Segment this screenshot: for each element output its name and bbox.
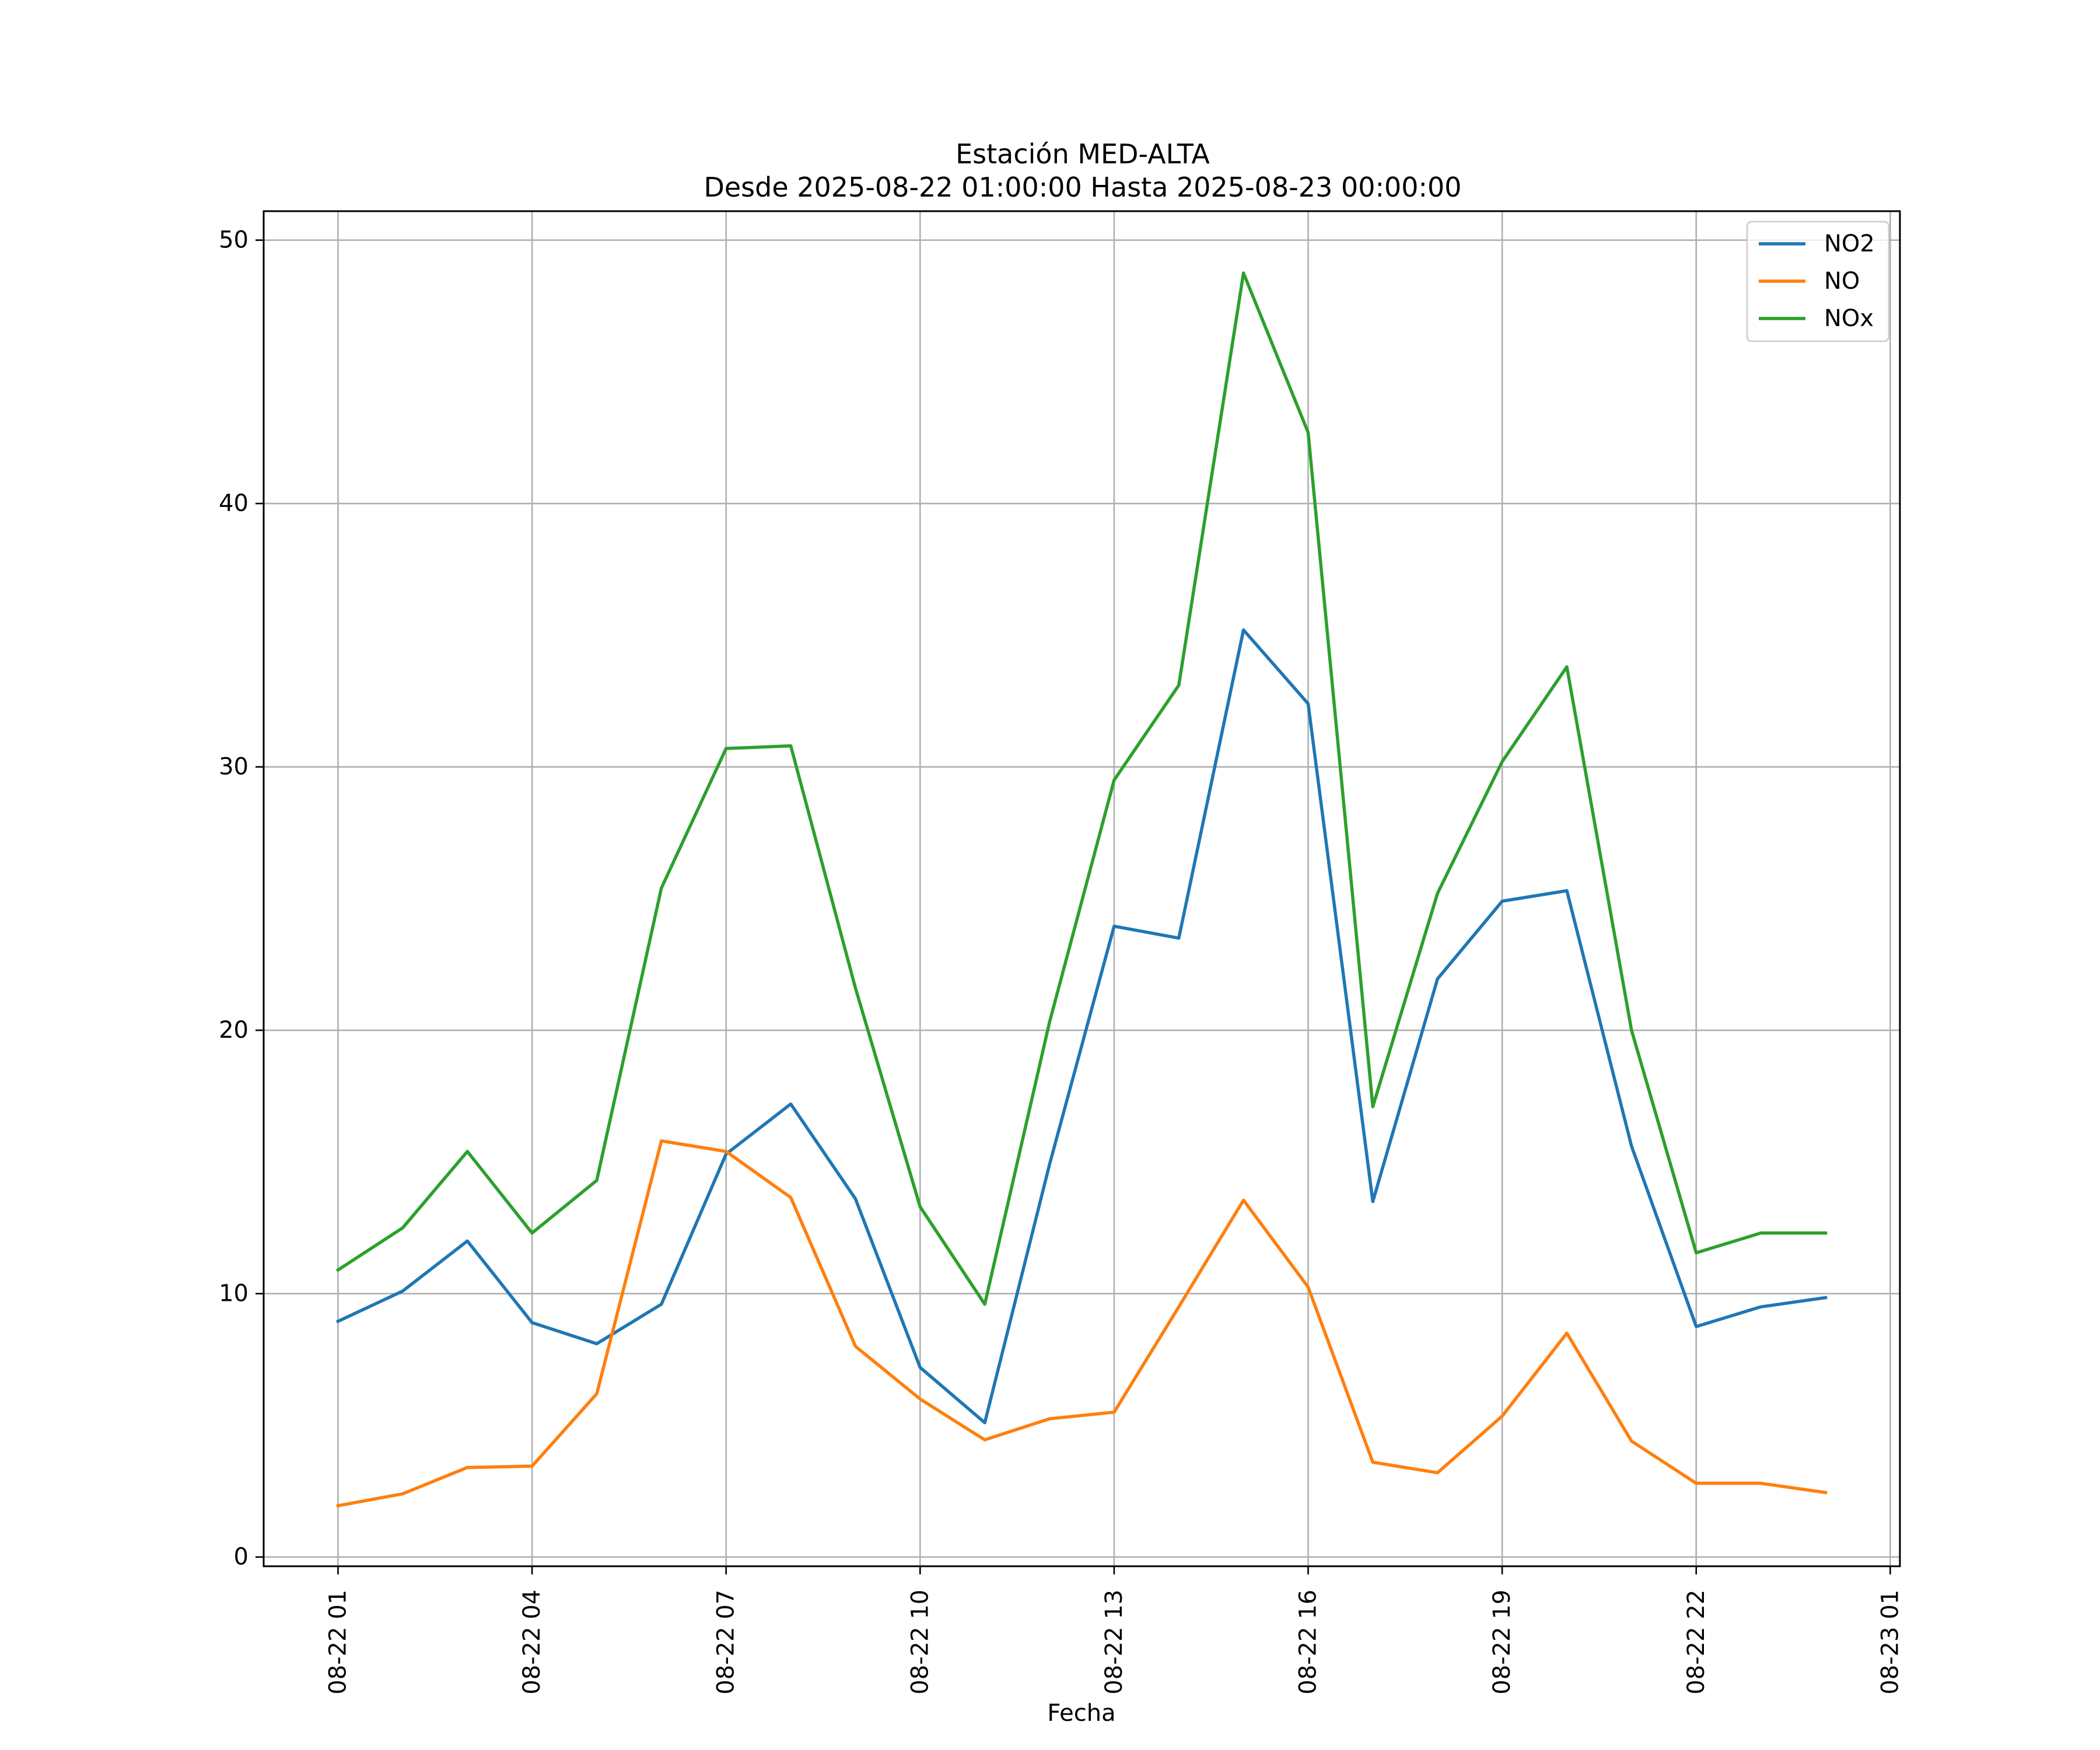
series-line-no (336, 1139, 1828, 1508)
x-tick-label: 08-22 13 (1101, 1590, 1128, 1695)
y-tick-label: 20 (219, 1017, 249, 1044)
y-tick-label: 50 (219, 227, 249, 254)
x-tick-label: 08-23 01 (1877, 1590, 1903, 1695)
x-tick-label: 08-22 04 (519, 1590, 545, 1695)
plot-frame (262, 210, 1901, 1567)
y-tick-label: 30 (219, 754, 249, 780)
x-tick-label: 08-22 01 (325, 1590, 352, 1695)
axis-ticks: 08-22 01 08-22 04 08-22 07 08-22 10 08-22 13… (219, 227, 1903, 1695)
y-tick-label: 10 (219, 1280, 249, 1307)
x-tick-label: 08-22 16 (1295, 1590, 1322, 1695)
legend: NO2 NO NOx (1746, 220, 1890, 342)
legend-label-no: NO (1824, 268, 1860, 295)
grid-lines (264, 211, 1900, 1566)
y-tick-label: 0 (234, 1544, 249, 1570)
x-tick-label: 08-22 10 (907, 1590, 933, 1695)
x-tick-label: 08-22 19 (1489, 1590, 1516, 1695)
plot-series (335, 271, 1828, 1508)
x-tick-label: 08-22 07 (713, 1590, 740, 1695)
legend-box (1746, 220, 1890, 342)
series-line-no2 (335, 628, 1828, 1424)
legend-label-no2: NO2 (1824, 230, 1875, 257)
chart-title: Estación MED-ALTA (956, 138, 1210, 170)
y-tick-label: 40 (219, 490, 249, 517)
x-axis-label: Fecha (1047, 1700, 1115, 1727)
x-tick-label: 08-22 22 (1683, 1590, 1710, 1695)
legend-label-nox: NOx (1824, 305, 1874, 332)
chart-subtitle: Desde 2025-08-22 01:00:00 Hasta 2025-08-… (704, 172, 1461, 203)
series-line-nox (335, 271, 1828, 1306)
